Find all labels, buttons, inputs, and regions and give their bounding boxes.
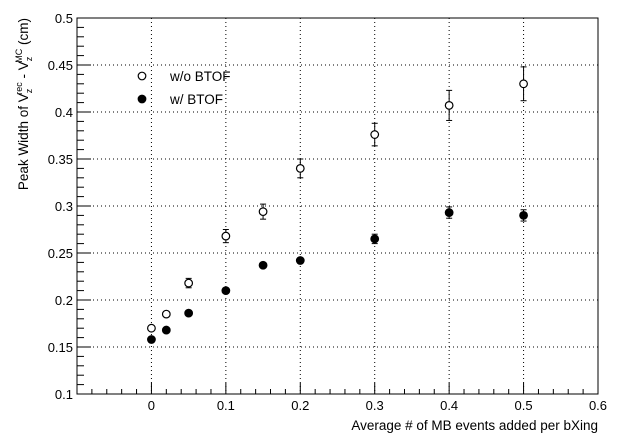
legend-marker-open-circle [137,71,147,81]
y-tick-label: 0.15 [48,340,73,355]
marker-filled-circle [161,325,171,335]
data-point [295,158,305,179]
legend-marker-filled-circle [137,94,147,104]
y-tick-label: 0.3 [55,199,73,214]
marker-filled-circle [295,256,305,265]
axes [76,17,599,395]
marker-open-circle [519,79,528,89]
data-point [184,308,194,318]
marker-open-circle [147,323,156,333]
y-tick-label: 0.2 [55,293,73,308]
marker-filled-circle [258,260,268,270]
y-axis-title-unit: (cm) [16,18,31,49]
data-point [258,260,268,270]
series-without-btof [147,66,528,333]
data-point [221,229,231,244]
y-tick-label: 0.45 [48,58,73,73]
x-tick-label: 0.2 [291,398,309,413]
x-axis-title: Average # of MB events added per bXing [351,418,598,433]
data-series [147,66,528,344]
marker-filled-circle [184,308,194,318]
x-tick-label: 0.3 [366,398,384,413]
data-point [161,325,171,335]
marker-open-circle [161,309,171,319]
y-tick-label: 0.4 [55,105,73,120]
y-axis-title-main: Peak Width of V [16,93,31,190]
data-point [258,203,268,220]
series-with-btof [147,206,528,344]
y-tick-label: 0.1 [55,387,73,402]
data-point [444,206,454,219]
data-point [370,122,380,147]
y-tick-label: 0.25 [48,246,73,261]
data-point [161,309,171,319]
x-tick-label: 0.5 [515,398,533,413]
x-tick-label: 0 [148,398,155,413]
marker-filled-circle [221,286,231,296]
y-tick-label: 0.35 [48,152,73,167]
data-point [444,89,454,121]
data-point [184,277,194,289]
marker-open-circle [370,130,380,139]
legend-entry-without-btof: w/o BTOF [137,69,231,84]
marker-open-circle [221,231,231,241]
tick-labels: 0 0.1 0.2 0.3 0.4 0.5 0.6 0.1 0.15 0.2 0.25 0.3 0.35… [48,11,607,413]
data-point [519,66,528,102]
marker-filled-circle [444,208,454,217]
x-tick-label: 0.1 [217,398,235,413]
marker-open-circle [444,101,454,110]
y-axis-title-sup2: MC [14,48,24,62]
legend-label-without-btof: w/o BTOF [169,69,231,84]
y-axis-title-minus: - V [16,61,31,82]
legend-entry-with-btof: w/ BTOF [137,92,223,107]
grid-lines [77,18,598,394]
x-tick-label: 0.4 [440,398,458,413]
y-tick-label: 0.5 [55,11,73,26]
x-tick-label: 0.6 [589,398,607,413]
marker-open-circle [258,207,268,217]
data-point [295,256,305,265]
marker-filled-circle [147,335,156,344]
legend-label-with-btof: w/ BTOF [169,92,223,107]
data-point [221,286,231,296]
marker-filled-circle [519,210,528,220]
y-axis-title-sup1: rec [14,82,24,95]
data-point [519,209,528,222]
y-axis-title-sub1: z [24,88,34,93]
data-point [147,335,156,344]
marker-open-circle [184,278,194,288]
marker-open-circle [295,163,305,173]
y-axis-title: Peak Width of Vzrec - VzMC (cm) [14,18,34,190]
data-point [147,323,156,333]
marker-filled-circle [370,234,380,244]
data-point [370,233,380,245]
legend: w/o BTOF w/ BTOF [137,69,231,107]
y-axis-title-sub2: z [24,56,34,61]
